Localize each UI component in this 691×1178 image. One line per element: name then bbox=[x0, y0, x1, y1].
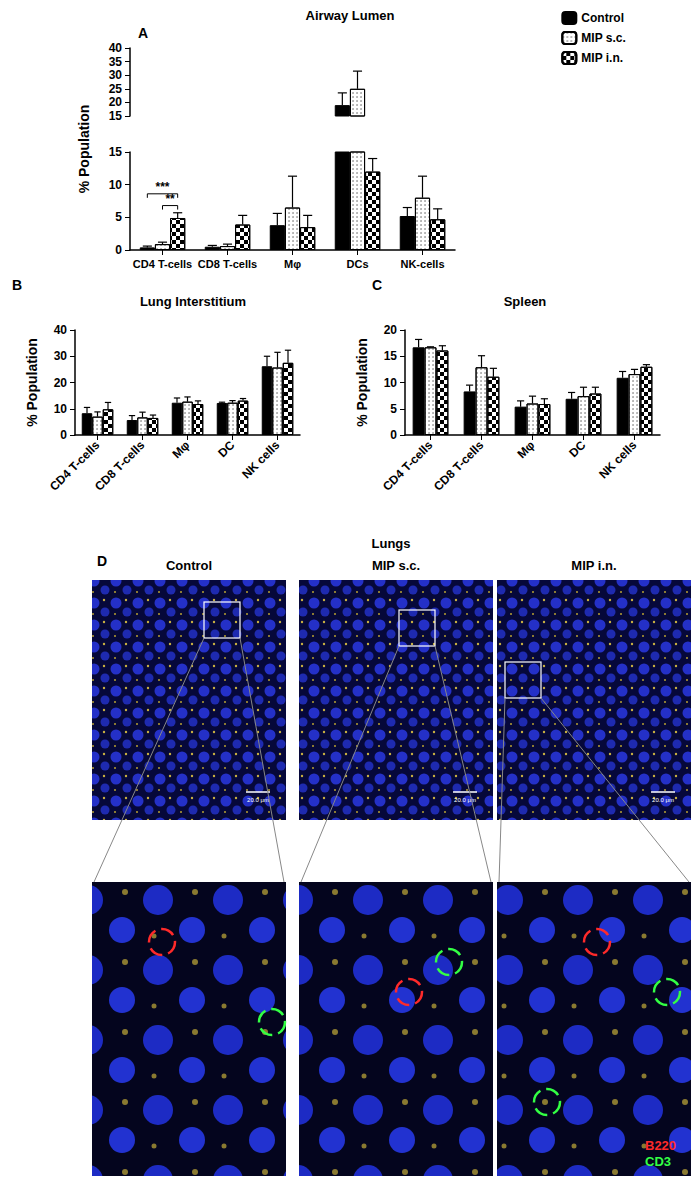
svg-text:Mφ: Mφ bbox=[169, 438, 192, 461]
svg-text:15: 15 bbox=[109, 145, 123, 159]
svg-text:% Population: % Population bbox=[76, 105, 92, 194]
svg-text:Mφ: Mφ bbox=[284, 258, 301, 270]
svg-text:MIP i.n.: MIP i.n. bbox=[571, 558, 616, 573]
svg-text:20.0 μm: 20.0 μm bbox=[652, 797, 674, 803]
svg-text:DC: DC bbox=[215, 438, 237, 460]
svg-text:40: 40 bbox=[109, 41, 123, 55]
svg-text:CD4 T-cells: CD4 T-cells bbox=[380, 438, 436, 494]
svg-text:NK cells: NK cells bbox=[239, 438, 283, 482]
svg-text:5: 5 bbox=[390, 402, 397, 416]
svg-text:Control: Control bbox=[166, 558, 212, 573]
svg-text:Mφ: Mφ bbox=[514, 438, 537, 461]
svg-text:CD8 T-cells: CD8 T-cells bbox=[198, 258, 257, 270]
svg-text:**: ** bbox=[165, 192, 175, 206]
svg-text:Control: Control bbox=[581, 11, 624, 25]
svg-text:20: 20 bbox=[109, 95, 123, 109]
svg-text:Airway Lumen: Airway Lumen bbox=[306, 8, 395, 23]
svg-text:25: 25 bbox=[109, 82, 123, 96]
svg-text:D: D bbox=[97, 553, 107, 569]
svg-text:CD4 T-cells: CD4 T-cells bbox=[133, 258, 192, 270]
svg-text:20: 20 bbox=[54, 376, 68, 390]
svg-text:30: 30 bbox=[109, 68, 123, 82]
svg-text:% Population: % Population bbox=[24, 338, 40, 427]
svg-text:NK cells: NK cells bbox=[596, 438, 640, 482]
svg-text:0: 0 bbox=[60, 428, 67, 442]
svg-text:Lungs: Lungs bbox=[372, 536, 411, 551]
svg-text:0: 0 bbox=[390, 428, 397, 442]
svg-text:B220: B220 bbox=[645, 1138, 676, 1153]
svg-text:MIP i.n.: MIP i.n. bbox=[581, 51, 623, 65]
svg-text:DCs: DCs bbox=[346, 258, 368, 270]
svg-text:0: 0 bbox=[115, 243, 122, 257]
svg-text:20: 20 bbox=[384, 323, 398, 337]
svg-text:CD4 T-cells: CD4 T-cells bbox=[46, 438, 103, 494]
svg-text:A: A bbox=[138, 25, 148, 41]
svg-text:20.0 μm: 20.0 μm bbox=[247, 797, 269, 803]
svg-text:C: C bbox=[372, 277, 382, 293]
svg-text:40: 40 bbox=[54, 323, 68, 337]
svg-text:Lung Interstitium: Lung Interstitium bbox=[140, 294, 246, 309]
svg-text:15: 15 bbox=[384, 349, 398, 363]
svg-text:10: 10 bbox=[54, 402, 68, 416]
svg-text:MIP s.c.: MIP s.c. bbox=[372, 558, 420, 573]
svg-text:B: B bbox=[12, 277, 22, 293]
svg-text:10: 10 bbox=[384, 376, 398, 390]
svg-text:MIP s.c.: MIP s.c. bbox=[581, 31, 625, 45]
svg-text:CD3: CD3 bbox=[645, 1154, 671, 1169]
svg-text:% Population: % Population bbox=[354, 338, 370, 427]
svg-text:NK-cells: NK-cells bbox=[400, 258, 444, 270]
svg-text:15: 15 bbox=[109, 109, 123, 123]
svg-text:30: 30 bbox=[54, 349, 68, 363]
svg-text:CD8 T-cells: CD8 T-cells bbox=[431, 438, 487, 494]
svg-text:Spleen: Spleen bbox=[504, 294, 547, 309]
svg-text:35: 35 bbox=[109, 55, 123, 69]
svg-text:CD8 T-cells: CD8 T-cells bbox=[92, 438, 148, 494]
svg-text:5: 5 bbox=[115, 210, 122, 224]
svg-text:DC: DC bbox=[566, 438, 588, 460]
svg-text:10: 10 bbox=[109, 178, 123, 192]
svg-text:20.0 μm: 20.0 μm bbox=[454, 797, 476, 803]
